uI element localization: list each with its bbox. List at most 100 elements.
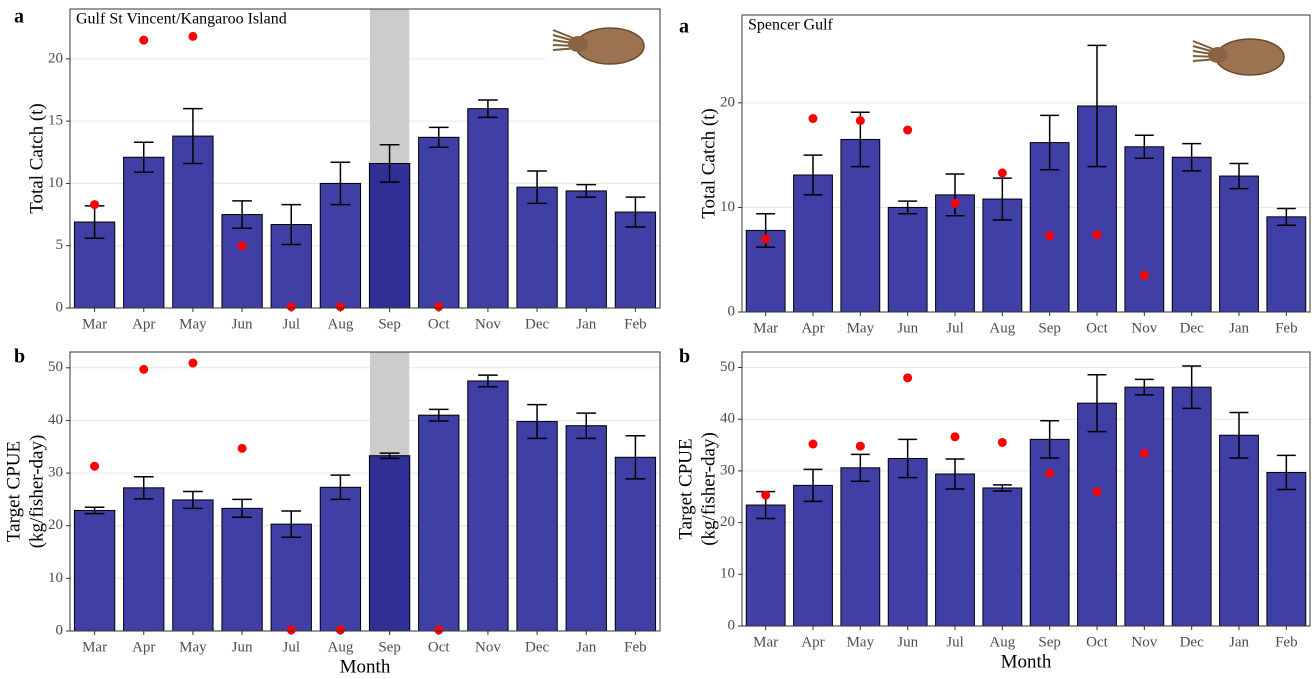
x-tick-label: May	[179, 316, 207, 332]
error-bar	[379, 144, 400, 183]
x-tick-label: Jun	[232, 316, 253, 332]
y-axis-label: Target CPUE	[675, 438, 696, 539]
error-bar	[803, 468, 823, 503]
y-axis-label: Total Catch (t)	[698, 108, 719, 219]
x-tick-label: Dec	[525, 639, 549, 655]
bar	[516, 420, 558, 632]
error-bar	[803, 154, 823, 196]
point	[1045, 231, 1055, 241]
x-tick-label: May	[847, 320, 875, 336]
bar	[1266, 471, 1307, 627]
point	[997, 437, 1007, 447]
error-bar	[1229, 411, 1249, 459]
bar	[1077, 402, 1117, 627]
error-bar	[84, 506, 105, 515]
x-tick-label: Apr	[801, 634, 824, 650]
x-tick-label: Feb	[1275, 320, 1298, 336]
y-tick-label: 20	[720, 514, 735, 530]
error-bar	[898, 438, 918, 479]
error-bar	[428, 126, 449, 149]
point	[855, 441, 865, 451]
x-tick-label: Apr	[132, 639, 155, 655]
error-bar	[1087, 44, 1107, 168]
x-tick-label: Apr	[132, 316, 155, 332]
panel-label: a	[679, 16, 689, 38]
panel-label: b	[679, 346, 690, 368]
x-tick-label: Jan	[576, 316, 596, 332]
plot-background	[742, 352, 1310, 626]
y-tick-label: 50	[48, 359, 63, 375]
point	[950, 432, 960, 442]
error-bar	[232, 200, 252, 230]
panel: 0 10 20 30 40 50 Mar Apr May Jun Jul Aug Sep Oct Nov De…	[675, 346, 1311, 672]
panel-label: a	[14, 6, 24, 28]
bar	[368, 455, 411, 632]
x-tick-label: Aug	[327, 316, 353, 332]
x-tick-label: Mar	[82, 639, 107, 655]
bar	[840, 467, 881, 627]
squid-head	[1208, 47, 1228, 63]
bar	[614, 211, 657, 309]
error-bar	[850, 453, 870, 482]
panel-title: Spencer Gulf	[748, 17, 834, 34]
y-tick-label: 20	[48, 50, 63, 66]
error-bar	[1229, 162, 1249, 190]
x-tick-label: Jun	[232, 639, 253, 655]
bar	[172, 135, 214, 309]
panel: 0 10 20 Mar Apr May Jun Jul Aug Sep Oct Nov Dec Jan Fe…	[679, 14, 1311, 336]
error-bar	[1276, 207, 1296, 226]
bar	[123, 156, 165, 309]
error-bar	[576, 183, 597, 198]
error-bar	[281, 203, 302, 246]
y-tick-label: 20	[720, 94, 735, 110]
plot-border	[741, 14, 1311, 313]
bar	[467, 108, 509, 309]
x-tick-label: Jun	[897, 634, 918, 650]
point	[188, 31, 198, 41]
x-tick-label: Jan	[1229, 634, 1249, 650]
x-tick-label: Jun	[897, 320, 918, 336]
y-tick-label: 40	[48, 412, 63, 428]
error-bar	[898, 200, 918, 215]
point	[434, 302, 444, 312]
point	[90, 200, 100, 210]
x-tick-label: Apr	[801, 320, 824, 336]
x-axis-label: Month	[1001, 651, 1052, 672]
error-bar	[183, 490, 203, 510]
squid-head	[568, 36, 588, 52]
bar	[319, 486, 362, 632]
y-axis-label: Target CPUE	[3, 441, 24, 542]
panel: 0 10 20 30 40 50 Mar Apr May Jun Jul Aug Sep Oct Nov De…	[3, 346, 661, 677]
x-tick-label: Nov	[1131, 634, 1157, 650]
panel-title: Gulf St Vincent/Kangaroo Island	[76, 11, 287, 28]
point	[335, 625, 345, 635]
point	[903, 125, 913, 135]
bar	[887, 457, 928, 627]
panel-label: b	[14, 346, 25, 368]
bar	[840, 138, 881, 313]
error-bar	[1040, 114, 1060, 171]
bar	[418, 414, 460, 632]
point	[761, 234, 771, 244]
x-tick-label: Jan	[576, 639, 596, 655]
x-tick-label: Aug	[989, 320, 1015, 336]
error-bar	[1134, 134, 1154, 160]
error-bar	[945, 458, 965, 490]
y-tick-label: 0	[56, 299, 64, 315]
point	[286, 302, 296, 312]
error-bar	[330, 474, 351, 501]
error-bar	[527, 403, 547, 440]
point	[434, 625, 444, 635]
plot-border	[741, 351, 1311, 627]
error-bar	[625, 434, 646, 480]
bar	[1171, 156, 1212, 313]
y-axis-label: (kg/fisher-day)	[698, 432, 719, 546]
point	[761, 490, 771, 500]
point	[808, 114, 818, 124]
error-bar	[527, 170, 547, 205]
bar	[565, 190, 607, 309]
x-tick-label: Sep	[1038, 320, 1061, 336]
x-tick-label: Jul	[282, 316, 300, 332]
x-tick-label: Feb	[1275, 634, 1298, 650]
